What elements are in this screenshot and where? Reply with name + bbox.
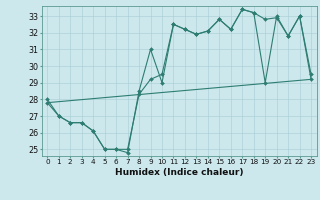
X-axis label: Humidex (Indice chaleur): Humidex (Indice chaleur) — [115, 168, 244, 177]
